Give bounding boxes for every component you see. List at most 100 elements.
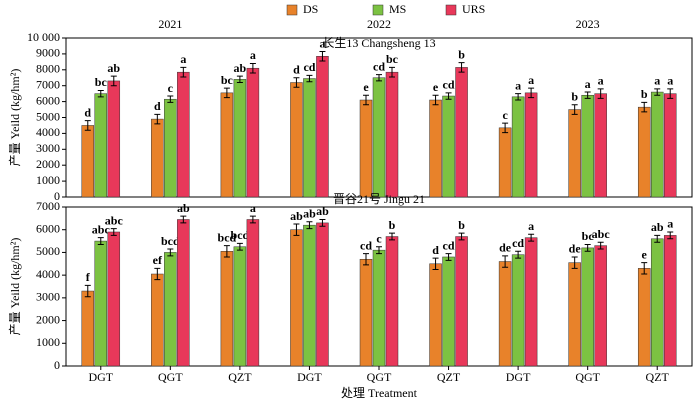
error-bar: [84, 120, 91, 131]
significance-letter: b: [571, 90, 578, 104]
error-bar: [306, 74, 313, 83]
legend-swatch: [445, 4, 457, 16]
year-label: 2021: [158, 17, 182, 31]
significance-letter: a: [667, 217, 673, 231]
error-bar: [667, 231, 674, 240]
error-bar: [654, 234, 661, 243]
significance-letter: bcd: [218, 230, 237, 244]
significance-letter: abc: [592, 227, 611, 241]
significance-letter: ab: [303, 207, 316, 221]
significance-letter: b: [641, 87, 648, 101]
y-tick-label: 1000: [36, 173, 60, 187]
bar: [94, 240, 108, 367]
bar: [385, 71, 399, 198]
bar: [220, 92, 234, 198]
y-tick-label: 2000: [36, 312, 60, 326]
y-tick-label: 2000: [36, 157, 60, 171]
significance-letter: d: [84, 105, 91, 119]
error-bar: [432, 257, 439, 270]
y-tick-label: 6000: [36, 221, 60, 235]
significance-letter: f: [86, 270, 91, 284]
significance-letter: a: [250, 48, 256, 62]
error-bar: [319, 218, 326, 227]
bar: [177, 71, 190, 198]
y-tick-label: 9000: [36, 46, 60, 60]
significance-letter: a: [598, 74, 604, 88]
significance-letter: c: [376, 232, 382, 246]
error-bar: [363, 94, 369, 106]
significance-letter: a: [250, 201, 256, 215]
bar: [524, 92, 538, 198]
x-tick-label: DGT: [506, 370, 531, 384]
error-bar: [223, 87, 230, 99]
bar: [372, 77, 386, 198]
year-label: 2022: [367, 17, 391, 31]
significance-letter: e: [642, 247, 648, 261]
significance-letter: e: [363, 80, 369, 94]
x-tick-label: QZT: [646, 370, 670, 384]
bar: [568, 262, 581, 367]
bar: [107, 231, 121, 367]
error-bar: [584, 91, 591, 99]
error-bar: [458, 232, 465, 241]
y-tick-label: 4000: [36, 125, 60, 139]
bar: [663, 93, 677, 198]
bar: [594, 93, 607, 198]
bar: [650, 91, 664, 198]
error-bar: [249, 215, 256, 224]
bar: [303, 78, 316, 198]
error-bar: [154, 113, 161, 125]
error-bar: [236, 75, 243, 84]
bar: [385, 236, 399, 367]
bar: [637, 106, 651, 198]
significance-letter: ab: [177, 201, 190, 215]
bar: [650, 238, 664, 367]
legend-swatch: [286, 4, 298, 16]
bar: [372, 249, 386, 367]
bar: [429, 263, 442, 367]
bar: [568, 109, 581, 198]
bar: [246, 67, 260, 198]
error-bar: [293, 77, 300, 88]
bar: [581, 94, 594, 198]
bar: [594, 245, 607, 367]
legend-label: URS: [462, 2, 485, 16]
error-bar: [319, 51, 326, 62]
error-bar: [110, 228, 117, 236]
significance-letter: bc: [221, 73, 234, 87]
error-bar: [515, 93, 522, 101]
y-tick-label: 3000: [36, 141, 60, 155]
error-bar: [445, 253, 452, 261]
error-bar: [584, 243, 591, 252]
error-bar: [389, 232, 395, 241]
significance-letter: a: [528, 73, 534, 87]
x-axis-label: 处理 Treatment: [341, 386, 418, 400]
bar: [290, 82, 303, 198]
bar: [233, 246, 247, 367]
error-bar: [528, 233, 535, 242]
y-tick-label: 10 000: [27, 30, 60, 44]
bar: [429, 99, 442, 198]
significance-letter: de: [569, 242, 582, 256]
significance-letter: b: [458, 218, 465, 232]
significance-letter: d: [293, 63, 300, 77]
bar: [94, 93, 108, 198]
significance-letter: a: [319, 36, 325, 50]
error-bar: [641, 101, 648, 113]
panel-subtitle: 长生13 Changsheng 13: [322, 36, 435, 50]
y-tick-label: 1000: [36, 335, 60, 349]
significance-letter: a: [528, 219, 534, 233]
error-bar: [167, 95, 174, 103]
x-tick-label: QZT: [228, 370, 252, 384]
bar: [455, 67, 468, 198]
error-bar: [110, 75, 117, 87]
y-axis-label: 产量 Yeild (kg/hm²): [8, 238, 22, 336]
significance-letter: a: [180, 52, 186, 66]
bar: [164, 98, 177, 198]
y-axis-label: 产量 Yeild (kg/hm²): [8, 69, 22, 167]
bar: [511, 254, 525, 367]
significance-letter: cd: [443, 238, 455, 252]
legend-label: DS: [303, 2, 318, 16]
year-label: 2023: [576, 17, 600, 31]
bar: [442, 95, 455, 198]
